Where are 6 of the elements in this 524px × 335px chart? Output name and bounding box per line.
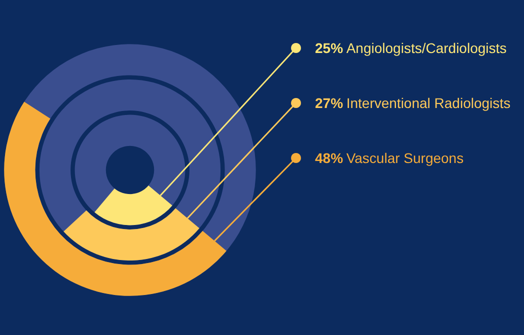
data-label: 27% <box>315 95 344 111</box>
data-label: 48% <box>315 150 344 166</box>
category-label: Angiologists/Cardiologists <box>346 40 507 56</box>
category-label: Interventional Radiologists <box>346 95 511 111</box>
category-label: Vascular Surgeons <box>346 150 464 166</box>
data-label: 25% <box>315 40 344 56</box>
